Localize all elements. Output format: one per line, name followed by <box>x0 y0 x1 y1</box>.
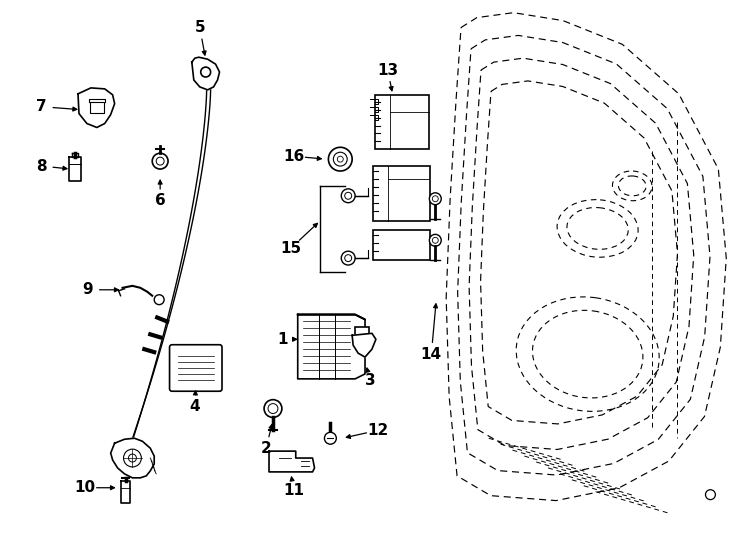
Circle shape <box>324 433 336 444</box>
Circle shape <box>152 153 168 169</box>
Polygon shape <box>192 57 219 90</box>
Text: 10: 10 <box>74 480 95 495</box>
Text: 3: 3 <box>365 373 375 388</box>
Text: 4: 4 <box>189 399 200 414</box>
Text: 13: 13 <box>377 63 399 78</box>
Polygon shape <box>298 314 365 379</box>
Text: 14: 14 <box>421 347 442 362</box>
Text: 5: 5 <box>195 20 205 35</box>
Polygon shape <box>269 451 315 472</box>
Text: 1: 1 <box>277 332 288 347</box>
Polygon shape <box>78 88 115 127</box>
Bar <box>355 327 369 345</box>
Text: 16: 16 <box>283 148 305 164</box>
Circle shape <box>429 234 441 246</box>
FancyBboxPatch shape <box>373 231 430 260</box>
Text: 12: 12 <box>367 423 388 438</box>
Circle shape <box>268 403 278 414</box>
Polygon shape <box>352 333 376 357</box>
Circle shape <box>264 400 282 417</box>
Text: 15: 15 <box>280 241 302 256</box>
Circle shape <box>154 295 164 305</box>
Circle shape <box>328 147 352 171</box>
Text: 6: 6 <box>155 193 166 208</box>
Polygon shape <box>111 438 154 478</box>
Circle shape <box>333 152 347 166</box>
FancyBboxPatch shape <box>170 345 222 391</box>
Text: 8: 8 <box>36 159 47 173</box>
FancyBboxPatch shape <box>375 95 429 149</box>
Text: 2: 2 <box>261 441 272 456</box>
Bar <box>90 102 103 113</box>
Circle shape <box>341 251 355 265</box>
Circle shape <box>341 189 355 202</box>
Text: 7: 7 <box>36 99 47 114</box>
Circle shape <box>429 193 441 205</box>
Text: 11: 11 <box>283 483 305 498</box>
FancyBboxPatch shape <box>373 166 430 220</box>
Text: 9: 9 <box>83 282 93 298</box>
